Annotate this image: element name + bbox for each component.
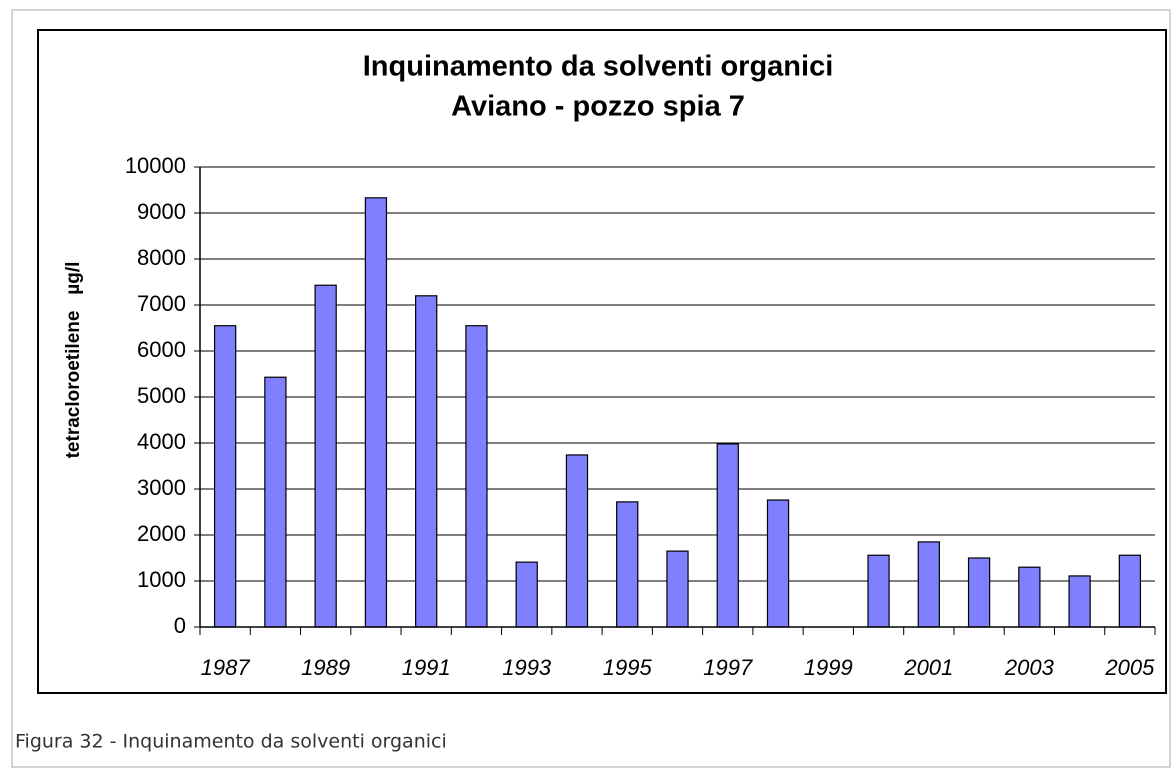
- y-tick-label: 10000: [125, 153, 186, 178]
- bar: [264, 376, 287, 628]
- x-tick-label: 1997: [703, 655, 753, 680]
- bar: [465, 325, 488, 628]
- x-tick-label: 1999: [804, 655, 853, 680]
- y-tick-label: 0: [174, 613, 186, 638]
- bar: [666, 550, 689, 628]
- bar: [1018, 566, 1041, 628]
- bar: [716, 443, 739, 628]
- chart-area: [37, 29, 1167, 694]
- chart-title: Inquinamento da solventi organici: [363, 51, 834, 83]
- y-tick-label: 7000: [137, 291, 186, 316]
- y-tick-label: 5000: [137, 383, 186, 408]
- bar: [364, 197, 388, 628]
- bar: [1118, 554, 1142, 628]
- y-tick-label: 4000: [137, 429, 186, 454]
- y-tick-label: 3000: [137, 475, 186, 500]
- caption: Figura 32 - Inquinamento da solventi org…: [15, 731, 447, 753]
- y-tick-label: 9000: [137, 199, 186, 224]
- bar: [415, 295, 438, 628]
- y-tick-label: 2000: [137, 521, 186, 546]
- bar: [867, 554, 890, 628]
- x-tick-label: 1993: [502, 655, 552, 680]
- bar: [917, 541, 940, 628]
- bar: [616, 501, 639, 628]
- x-tick-label: 1987: [201, 655, 251, 680]
- bar: [766, 499, 790, 628]
- bar: [967, 557, 991, 628]
- x-tick-label: 1991: [402, 655, 451, 680]
- x-tick-label: 2005: [1104, 655, 1155, 680]
- bar: [213, 325, 237, 628]
- bar: [515, 561, 538, 628]
- bar: [1068, 575, 1091, 628]
- y-tick-label: 6000: [137, 337, 186, 362]
- x-tick-label: 1989: [301, 655, 350, 680]
- bar: [565, 454, 589, 628]
- y-tick-label: 1000: [137, 567, 186, 592]
- y-tick-label: 8000: [137, 245, 186, 270]
- chart-subtitle: Aviano - pozzo spia 7: [451, 91, 745, 123]
- x-tick-label: 2003: [1004, 655, 1055, 680]
- y-axis-label: tetracloroetilene µg/l: [63, 262, 84, 459]
- frame: [11, 9, 1171, 768]
- x-tick-label: 2001: [903, 655, 953, 680]
- x-tick-label: 1995: [603, 655, 653, 680]
- bar: [314, 284, 337, 628]
